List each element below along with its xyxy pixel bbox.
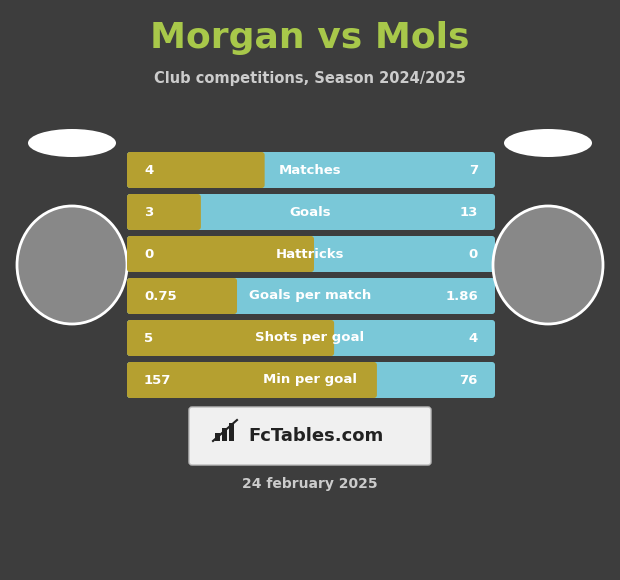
Text: 1.86: 1.86 — [445, 289, 478, 303]
Text: 4: 4 — [469, 332, 478, 345]
Bar — [222, 428, 227, 441]
Text: Matches: Matches — [278, 164, 342, 176]
Ellipse shape — [17, 206, 127, 324]
Ellipse shape — [493, 206, 603, 324]
Ellipse shape — [28, 129, 116, 157]
Text: 24 february 2025: 24 february 2025 — [242, 477, 378, 491]
FancyBboxPatch shape — [127, 152, 265, 188]
Text: 13: 13 — [459, 205, 478, 219]
Text: 0: 0 — [469, 248, 478, 260]
Text: Hattricks: Hattricks — [276, 248, 344, 260]
Text: Club competitions, Season 2024/2025: Club competitions, Season 2024/2025 — [154, 71, 466, 85]
Bar — [229, 423, 234, 441]
Ellipse shape — [504, 129, 592, 157]
Text: FcTables.com: FcTables.com — [248, 427, 383, 445]
Text: Min per goal: Min per goal — [263, 374, 357, 386]
FancyBboxPatch shape — [127, 194, 495, 230]
Bar — [215, 433, 220, 441]
FancyBboxPatch shape — [127, 362, 495, 398]
Text: 7: 7 — [469, 164, 478, 176]
FancyBboxPatch shape — [127, 320, 495, 356]
Text: 4: 4 — [144, 164, 153, 176]
Text: 0.75: 0.75 — [144, 289, 177, 303]
Text: 5: 5 — [144, 332, 153, 345]
FancyBboxPatch shape — [127, 278, 495, 314]
FancyBboxPatch shape — [189, 407, 431, 465]
FancyBboxPatch shape — [127, 362, 377, 398]
Text: Goals: Goals — [289, 205, 331, 219]
Text: 157: 157 — [144, 374, 171, 386]
FancyBboxPatch shape — [127, 236, 314, 272]
Text: Shots per goal: Shots per goal — [255, 332, 365, 345]
Text: 3: 3 — [144, 205, 153, 219]
Text: 0: 0 — [144, 248, 153, 260]
FancyBboxPatch shape — [127, 278, 237, 314]
FancyBboxPatch shape — [127, 152, 495, 188]
Text: Morgan vs Mols: Morgan vs Mols — [150, 21, 470, 55]
Text: 76: 76 — [459, 374, 478, 386]
Text: Goals per match: Goals per match — [249, 289, 371, 303]
FancyBboxPatch shape — [127, 236, 495, 272]
FancyBboxPatch shape — [127, 194, 201, 230]
FancyBboxPatch shape — [127, 320, 334, 356]
